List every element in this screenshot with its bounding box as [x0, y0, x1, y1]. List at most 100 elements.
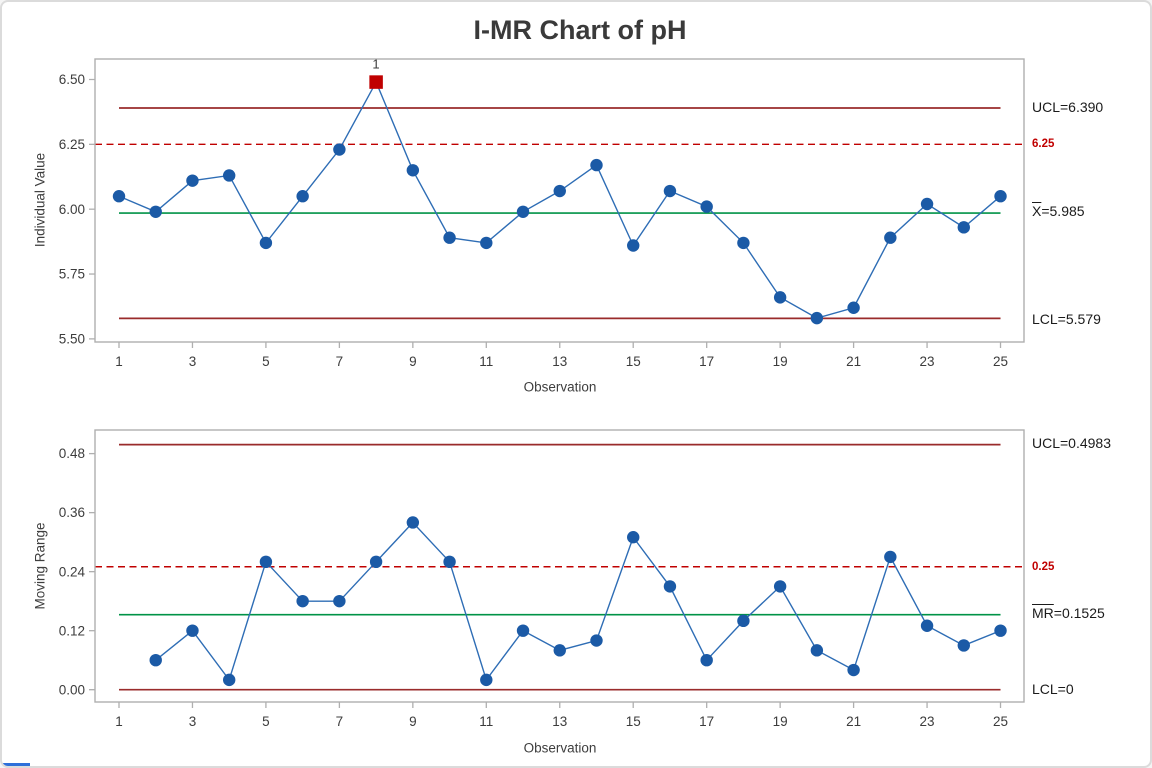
x-tick-label: 19 [773, 354, 788, 369]
x-tick-label: 5 [262, 354, 270, 369]
data-point [737, 236, 750, 250]
mrbar-value: =0.1525 [1053, 605, 1105, 621]
y-tick-label: 0.36 [59, 505, 85, 520]
x-tick-label: 11 [479, 714, 493, 729]
individuals-y-axis-title: Individual Value [32, 152, 48, 248]
data-point [553, 644, 566, 657]
moving-range-spec-label: 0.25 [1032, 561, 1055, 573]
data-point [994, 190, 1007, 203]
out-of-control-flag: 1 [372, 56, 380, 72]
mrbar-symbol: MR [1032, 605, 1054, 621]
x-tick-label: 13 [552, 354, 567, 369]
x-tick-label: 3 [189, 714, 197, 729]
data-line [118, 80, 1001, 319]
data-point [333, 594, 346, 608]
data-point [884, 231, 897, 244]
data-point [663, 184, 677, 198]
data-point [920, 197, 934, 211]
xbar-symbol: X [1032, 203, 1042, 219]
x-tick-label: 19 [773, 714, 788, 729]
data-point [884, 550, 897, 564]
individuals-ucl-label: UCL=6.390 [1032, 99, 1104, 115]
y-tick-label: 0.48 [59, 446, 85, 461]
individuals-x-axis-title: Observation [523, 379, 597, 395]
data-point [480, 673, 493, 687]
data-point [186, 624, 199, 637]
data-point [149, 653, 162, 667]
x-tick-label: 7 [336, 714, 344, 729]
x-tick-label: 25 [993, 354, 1008, 369]
y-tick-label: 0.24 [59, 564, 86, 579]
y-tick-label: 5.50 [59, 331, 85, 346]
individuals-lcl-label: LCL=5.579 [1032, 311, 1101, 327]
data-point [333, 143, 346, 156]
x-tick-label: 1 [115, 714, 123, 729]
x-tick-label: 17 [699, 354, 714, 369]
data-point [773, 291, 787, 304]
x-tick-label: 11 [479, 354, 493, 369]
data-point [810, 644, 824, 657]
data-point [112, 190, 126, 203]
data-point [700, 200, 713, 213]
data-point [553, 184, 566, 198]
plot-area-border [94, 58, 1025, 343]
data-point [627, 239, 640, 252]
y-tick-label: 6.00 [59, 202, 85, 217]
data-point [994, 624, 1007, 637]
chart-title: I-MR Chart of pH [473, 15, 687, 45]
x-tick-label: 9 [409, 714, 417, 729]
data-point [369, 555, 383, 569]
x-tick-label: 3 [189, 354, 197, 369]
y-tick-label: 0.12 [59, 623, 85, 638]
data-point [773, 580, 787, 593]
data-point [443, 555, 456, 569]
data-point [406, 164, 420, 177]
x-tick-label: 9 [409, 354, 417, 369]
data-point [296, 190, 309, 203]
individuals-spec-label: 6.25 [1032, 138, 1055, 150]
moving-range-x-axis-title: Observation [523, 740, 597, 756]
data-point [259, 236, 273, 250]
data-point [443, 231, 456, 244]
data-point [259, 555, 273, 569]
x-tick-label: 21 [846, 354, 861, 369]
data-point [222, 673, 236, 687]
x-tick-label: 15 [626, 354, 641, 369]
data-point [737, 614, 750, 628]
data-point [296, 594, 309, 608]
x-tick-label: 5 [262, 714, 270, 729]
individuals-center-label: X=5.985 [1032, 203, 1085, 219]
data-point [590, 158, 603, 172]
data-point [516, 205, 530, 218]
y-tick-label: 0.00 [59, 682, 85, 697]
data-point [590, 634, 603, 647]
data-point [627, 531, 640, 544]
out-of-control-point [369, 75, 383, 89]
x-tick-label: 13 [552, 714, 567, 729]
data-point [847, 663, 860, 677]
moving-range-center-label: MR=0.1525 [1032, 605, 1105, 621]
moving-range-ucl-label: UCL=0.4983 [1032, 435, 1112, 451]
data-point [516, 624, 530, 637]
data-point [810, 311, 824, 325]
x-tick-label: 17 [699, 714, 714, 729]
bottom-left-accent [2, 763, 30, 766]
data-point [957, 639, 970, 652]
data-point [920, 619, 934, 632]
data-line [155, 521, 1001, 682]
x-tick-label: 15 [626, 714, 641, 729]
x-tick-label: 7 [336, 354, 344, 369]
data-point [406, 516, 420, 529]
data-point [480, 236, 493, 250]
moving-range-y-axis-title: Moving Range [32, 522, 48, 610]
data-point [700, 653, 713, 667]
data-point [847, 301, 860, 314]
y-tick-label: 6.25 [59, 137, 85, 152]
data-point [222, 169, 236, 182]
x-tick-label: 23 [920, 714, 935, 729]
y-tick-label: 6.50 [59, 72, 85, 87]
x-tick-label: 25 [993, 714, 1008, 729]
data-point [186, 174, 199, 187]
data-point [149, 205, 162, 218]
